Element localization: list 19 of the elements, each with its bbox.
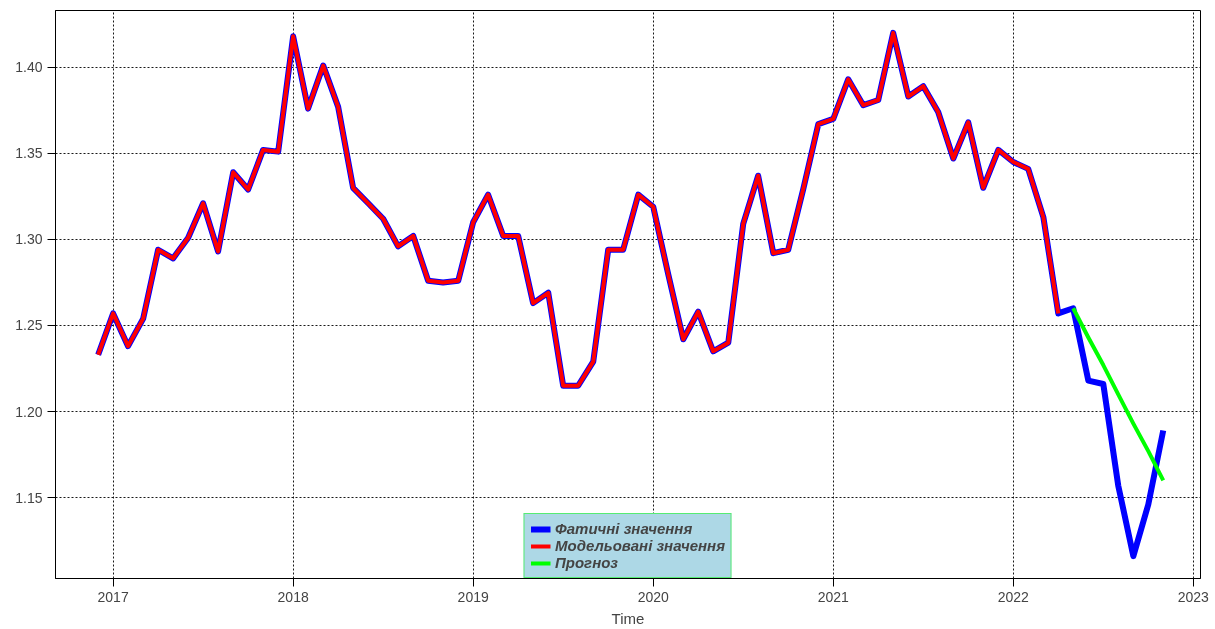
x-tick-label: 2023: [1177, 588, 1210, 605]
y-tick-label: 1.30: [15, 231, 43, 248]
x-tick-label: 2017: [97, 588, 129, 605]
x-tick-label: 2020: [637, 588, 669, 605]
x-tick-label: 2018: [277, 588, 309, 605]
x-tick-label: 2021: [817, 588, 850, 605]
line-series: [96, 30, 1061, 388]
y-tick-label: 1.20: [15, 403, 43, 420]
legend-label: Модельовані значення: [555, 537, 725, 554]
y-tick-label: 1.15: [15, 489, 43, 506]
legend-label: Прогноз: [555, 554, 619, 571]
x-axis-title: Time: [611, 609, 645, 627]
y-tick-label: 1.25: [15, 317, 43, 334]
legend-label: Фатичні значення: [555, 520, 693, 537]
line-series: [1071, 306, 1166, 483]
x-tick-label: 2022: [997, 588, 1030, 605]
y-tick-label: 1.40: [15, 59, 43, 76]
x-tick-label: 2019: [457, 588, 489, 605]
y-tick-label: 1.35: [15, 145, 43, 162]
